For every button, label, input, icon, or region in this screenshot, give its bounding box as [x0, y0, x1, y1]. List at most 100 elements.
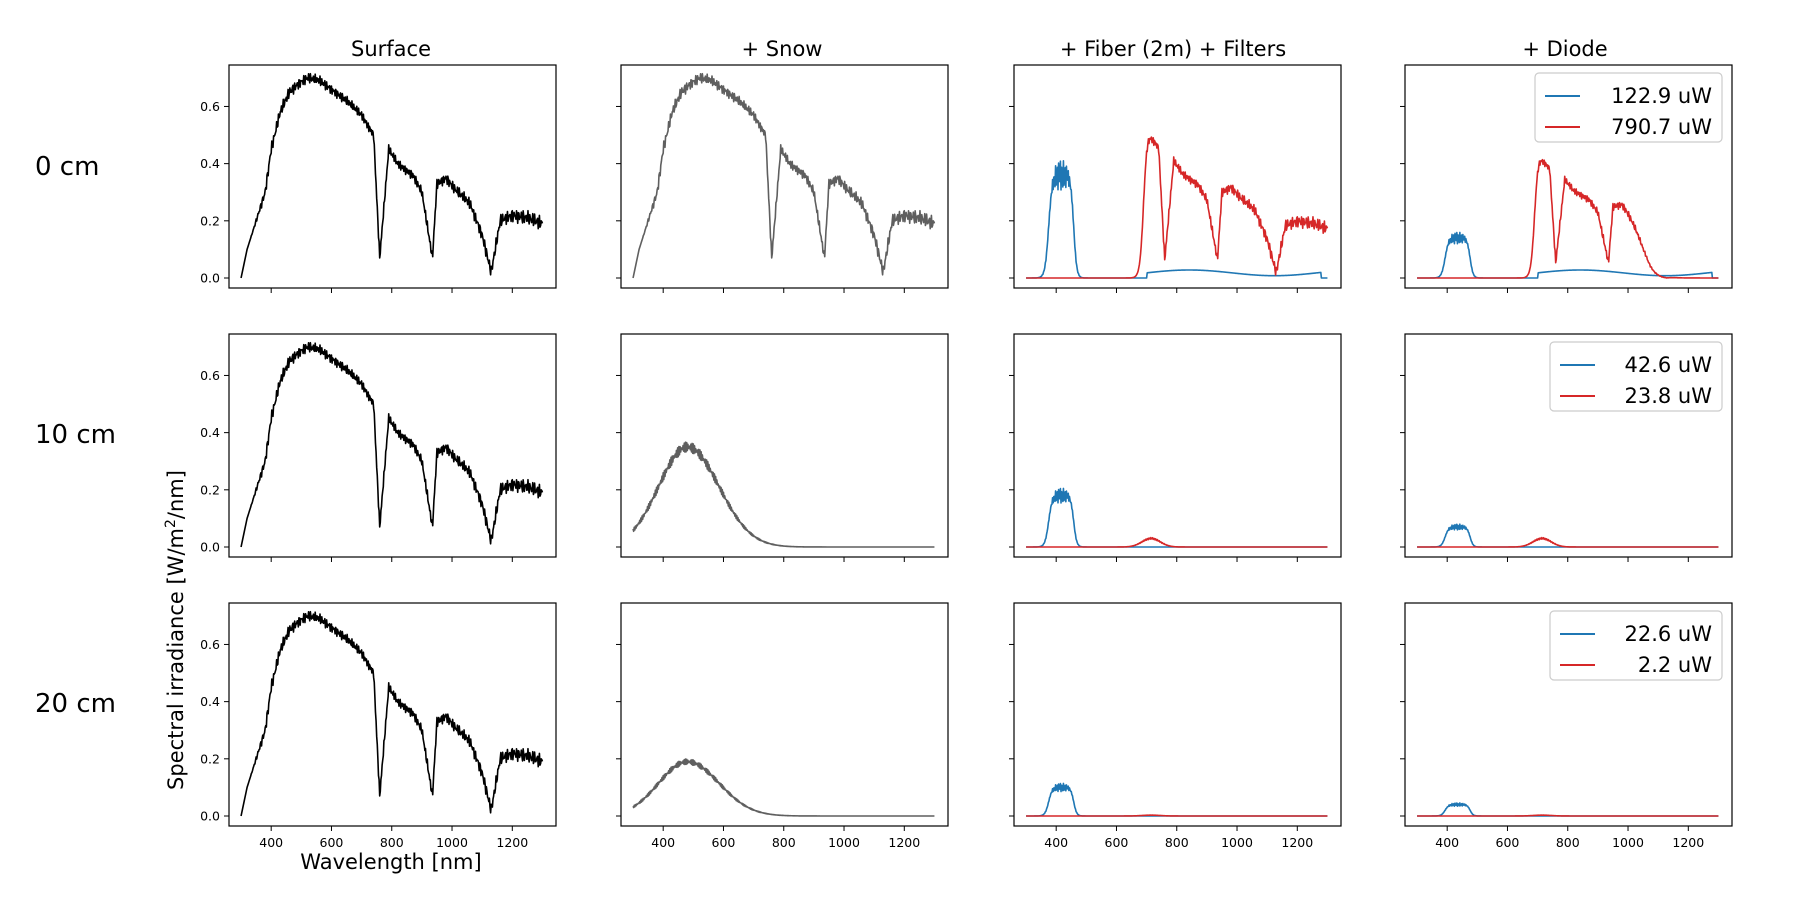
x-tick-label: 400 — [1435, 835, 1459, 850]
y-tick-label: 0.0 — [200, 270, 220, 285]
plot-frame — [1013, 64, 1342, 289]
surface-spectrum-line — [240, 341, 544, 548]
blue-channel-line — [1416, 802, 1719, 817]
row-labels: 0 cm 10 cm 20 cm — [35, 152, 116, 719]
plot-frame — [620, 602, 949, 827]
y-tick-label: 0.2 — [200, 482, 220, 497]
x-tick-label: 1000 — [436, 835, 468, 850]
x-tick-label: 1200 — [1281, 835, 1313, 850]
red-channel-line — [1025, 814, 1328, 817]
x-tick-label: 800 — [772, 835, 796, 850]
y-tick-label: 0.6 — [200, 99, 220, 114]
red-channel-line — [1025, 536, 1328, 548]
x-tick-label: 600 — [1496, 835, 1520, 850]
x-tick-label: 1000 — [828, 835, 860, 850]
panel-r0-c3: 122.9 uW 790.7 uW — [1400, 64, 1733, 293]
x-tick-label: 400 — [651, 835, 675, 850]
legend-box — [1534, 72, 1723, 143]
legend-box — [1549, 341, 1723, 412]
blue-channel-line — [1025, 159, 1328, 279]
column-title-diode: + Diode — [1522, 37, 1607, 61]
legend-entry: 23.8 uW — [1624, 384, 1712, 408]
red-channel-line — [1416, 158, 1719, 279]
plot-frame — [1013, 333, 1342, 558]
y-tick-label: 0.4 — [200, 425, 220, 440]
legend-entry: 2.2 uW — [1638, 653, 1712, 677]
x-tick-label: 600 — [320, 835, 344, 850]
surface-spectrum-line — [240, 72, 544, 279]
red-channel-line — [1416, 814, 1719, 817]
plot-frame — [620, 333, 949, 558]
legend: 122.9 uW 790.7 uW — [1534, 72, 1723, 143]
panel-r1-c1 — [616, 333, 949, 562]
x-tick-label: 600 — [1105, 835, 1129, 850]
x-tick-label: 1200 — [496, 835, 528, 850]
x-tick-label: 1200 — [888, 835, 920, 850]
panel-r1-c3: 42.6 uW 23.8 uW — [1400, 333, 1733, 562]
y-axis-label-suffix: /nm] — [164, 470, 188, 519]
x-tick-label: 600 — [712, 835, 736, 850]
panel-grid: 0.0 0.2 0.4 0.6 122.9 uW 790.7 uW 0.0 0.2 0.4 0.6… — [200, 64, 1733, 850]
panel-r0-c1 — [616, 64, 949, 293]
surface-spectrum-line — [240, 610, 544, 817]
snow-spectrum-line — [632, 441, 935, 548]
snow-spectrum-line — [632, 72, 936, 279]
plot-frame — [1404, 602, 1733, 827]
x-axis-label: Wavelength [nm] — [300, 850, 481, 874]
panel-r0-c2 — [1009, 64, 1342, 293]
x-tick-label: 1000 — [1221, 835, 1253, 850]
red-channel-line — [1416, 536, 1719, 548]
x-tick-label: 1200 — [1672, 835, 1704, 850]
y-tick-label: 0.2 — [200, 751, 220, 766]
column-title-snow: + Snow — [742, 37, 823, 61]
column-title-fiber-filters: + Fiber (2m) + Filters — [1060, 37, 1286, 61]
plot-frame — [228, 333, 557, 558]
y-axis-label: Spectral irradiance [W/m2/nm] — [163, 470, 188, 790]
panel-r2-c0: 400 600 800 1000 1200 0.0 0.2 0.4 0.6 — [200, 602, 557, 850]
column-title-surface: Surface — [351, 37, 431, 61]
panel-r2-c3: 400 600 800 1000 1200 22.6 uW 2.2 uW — [1400, 602, 1733, 850]
legend-entry: 22.6 uW — [1624, 622, 1712, 646]
plot-frame — [1404, 64, 1733, 289]
legend: 22.6 uW 2.2 uW — [1549, 610, 1723, 681]
y-tick-label: 0.2 — [200, 213, 220, 228]
y-tick-label: 0.4 — [200, 156, 220, 171]
y-tick-label: 0.0 — [200, 808, 220, 823]
blue-channel-line — [1416, 523, 1719, 548]
x-tick-label: 800 — [1556, 835, 1580, 850]
x-tick-label: 1000 — [1612, 835, 1644, 850]
row-label-10cm: 10 cm — [35, 420, 116, 450]
row-label-20cm: 20 cm — [35, 689, 116, 719]
plot-frame — [1404, 333, 1733, 558]
y-tick-label: 0.6 — [200, 368, 220, 383]
blue-channel-line — [1416, 231, 1719, 279]
red-channel-line — [1025, 136, 1329, 279]
panel-r1-c2 — [1009, 333, 1342, 562]
y-tick-label: 0.0 — [200, 539, 220, 554]
y-axis-label-prefix: Spectral irradiance [W/m — [164, 528, 188, 790]
x-tick-label: 400 — [1044, 835, 1068, 850]
legend-entry: 790.7 uW — [1611, 115, 1712, 139]
plot-frame — [228, 602, 557, 827]
plot-frame — [620, 64, 949, 289]
legend-entry: 42.6 uW — [1624, 353, 1712, 377]
panel-r0-c0: 0.0 0.2 0.4 0.6 — [200, 64, 557, 293]
y-axis-label-superscript: 2 — [163, 519, 179, 528]
snow-spectrum-line — [632, 758, 935, 817]
panel-r2-c2: 400 600 800 1000 1200 — [1009, 602, 1342, 850]
x-tick-label: 400 — [259, 835, 283, 850]
plot-frame — [1013, 602, 1342, 827]
legend-entry: 122.9 uW — [1611, 84, 1712, 108]
y-tick-label: 0.6 — [200, 637, 220, 652]
x-tick-label: 800 — [1165, 835, 1189, 850]
x-tick-label: 800 — [380, 835, 404, 850]
blue-channel-line — [1025, 782, 1328, 817]
legend: 42.6 uW 23.8 uW — [1549, 341, 1723, 412]
plot-frame — [228, 64, 557, 289]
panel-r1-c0: 0.0 0.2 0.4 0.6 — [200, 333, 557, 562]
column-titles: Surface + Snow + Fiber (2m) + Filters + … — [351, 37, 1608, 61]
row-label-0cm: 0 cm — [35, 152, 99, 182]
y-tick-label: 0.4 — [200, 694, 220, 709]
panel-r2-c1: 400 600 800 1000 1200 — [616, 602, 949, 850]
